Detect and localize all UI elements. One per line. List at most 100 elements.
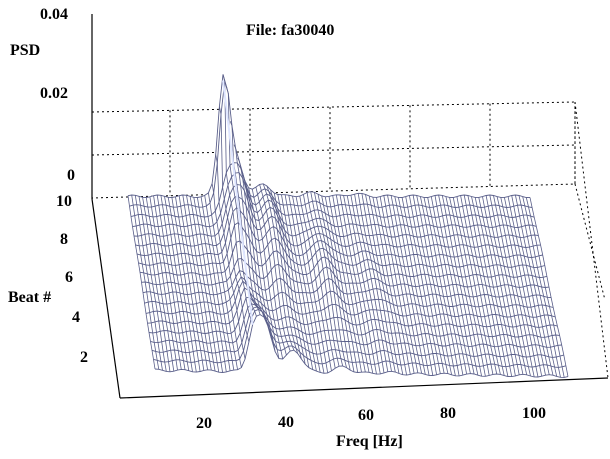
freq-column — [314, 192, 347, 368]
freq-column — [284, 194, 317, 372]
x-tick-label: 40 — [278, 414, 294, 431]
ridge-fill — [128, 74, 530, 198]
freq-column — [500, 197, 539, 378]
freq-column — [412, 194, 449, 374]
x-tick-label: 60 — [358, 407, 374, 424]
y-tick-label: 4 — [72, 309, 80, 326]
freq-column — [463, 194, 501, 375]
freq-column — [145, 197, 175, 372]
freq-column — [222, 74, 253, 325]
freq-column — [131, 194, 160, 370]
freq-column — [193, 197, 223, 373]
freq-column — [420, 196, 456, 376]
y-axis-label: Beat # — [8, 289, 51, 306]
freq-column — [485, 195, 524, 375]
freq-column — [156, 194, 186, 370]
freq-column — [434, 195, 471, 374]
freq-column — [127, 195, 156, 370]
freq-column — [266, 185, 299, 354]
freq-column — [273, 192, 306, 365]
freq-column — [449, 197, 486, 377]
freq-column — [456, 196, 494, 375]
beat-ridge — [129, 81, 533, 208]
freq-column — [240, 169, 272, 339]
freq-column — [430, 196, 467, 375]
freq-column — [493, 195, 531, 377]
freq-column — [237, 157, 268, 326]
beat-ridge — [127, 74, 531, 198]
ridge-fill — [129, 81, 533, 208]
grid-line — [574, 101, 609, 379]
freq-column — [233, 144, 265, 318]
freq-column — [167, 197, 197, 373]
freq-column — [299, 196, 332, 371]
freq-column — [134, 195, 163, 371]
surface — [127, 74, 569, 378]
freq-column — [200, 196, 231, 371]
freq-column — [518, 195, 558, 377]
z-tick-label: 0.04 — [40, 6, 68, 23]
ridge-fill — [155, 314, 568, 378]
freq-column — [496, 196, 535, 377]
freq-column — [303, 194, 336, 369]
freq-column — [251, 189, 284, 360]
grid-line — [574, 183, 606, 301]
freq-column — [281, 194, 314, 370]
grid-line — [91, 101, 576, 113]
freq-column — [379, 196, 415, 374]
y-tick-label: 6 — [65, 269, 73, 286]
freq-column — [142, 197, 171, 372]
freq-column — [507, 196, 546, 376]
freq-column — [427, 197, 464, 376]
freq-column — [383, 195, 419, 373]
peak-highlight — [222, 80, 254, 325]
freq-column — [215, 154, 246, 359]
z-tick-label: 0 — [67, 167, 75, 184]
freq-column — [277, 194, 310, 368]
chart-title: File: fa30040 — [246, 22, 334, 39]
freq-column — [474, 197, 513, 377]
freq-column — [270, 189, 302, 360]
freq-column — [324, 196, 359, 373]
freq-column — [445, 196, 482, 377]
freq-column — [343, 195, 377, 375]
freq-column — [482, 196, 520, 375]
freq-column — [409, 195, 445, 374]
freq-column — [295, 196, 329, 373]
x-tick-label: 20 — [196, 415, 212, 432]
freq-column — [350, 195, 385, 373]
freq-column — [368, 195, 404, 375]
z-tick-labels: 0.04 0.02 0 — [40, 6, 75, 184]
x-tick-labels: 20 40 60 80 100 — [196, 405, 546, 432]
freq-column — [197, 197, 227, 372]
freq-column — [504, 197, 543, 377]
freq-column — [321, 195, 355, 373]
freq-column — [529, 197, 569, 377]
freq-column — [390, 195, 426, 375]
freq-column — [149, 196, 178, 371]
freq-column — [515, 194, 554, 376]
freq-column — [478, 197, 516, 376]
freq-column — [423, 197, 460, 376]
freq-column — [365, 194, 400, 374]
x-tick-label: 80 — [440, 405, 456, 422]
freq-column — [376, 197, 411, 375]
freq-column — [489, 194, 528, 375]
freq-column — [244, 180, 276, 352]
freq-column — [357, 193, 392, 372]
freq-column — [310, 191, 344, 367]
axes — [91, 14, 609, 399]
freq-column — [372, 197, 407, 376]
freq-column — [292, 196, 325, 374]
freq-column — [204, 195, 235, 371]
freq-column — [211, 183, 242, 368]
freq-column — [452, 197, 490, 376]
freq-column — [471, 196, 509, 377]
freq-column — [171, 197, 201, 372]
freq-column — [164, 196, 193, 372]
freq-column — [259, 184, 291, 352]
freq-column — [401, 197, 437, 375]
freq-column — [416, 195, 452, 375]
freq-column — [255, 187, 287, 356]
